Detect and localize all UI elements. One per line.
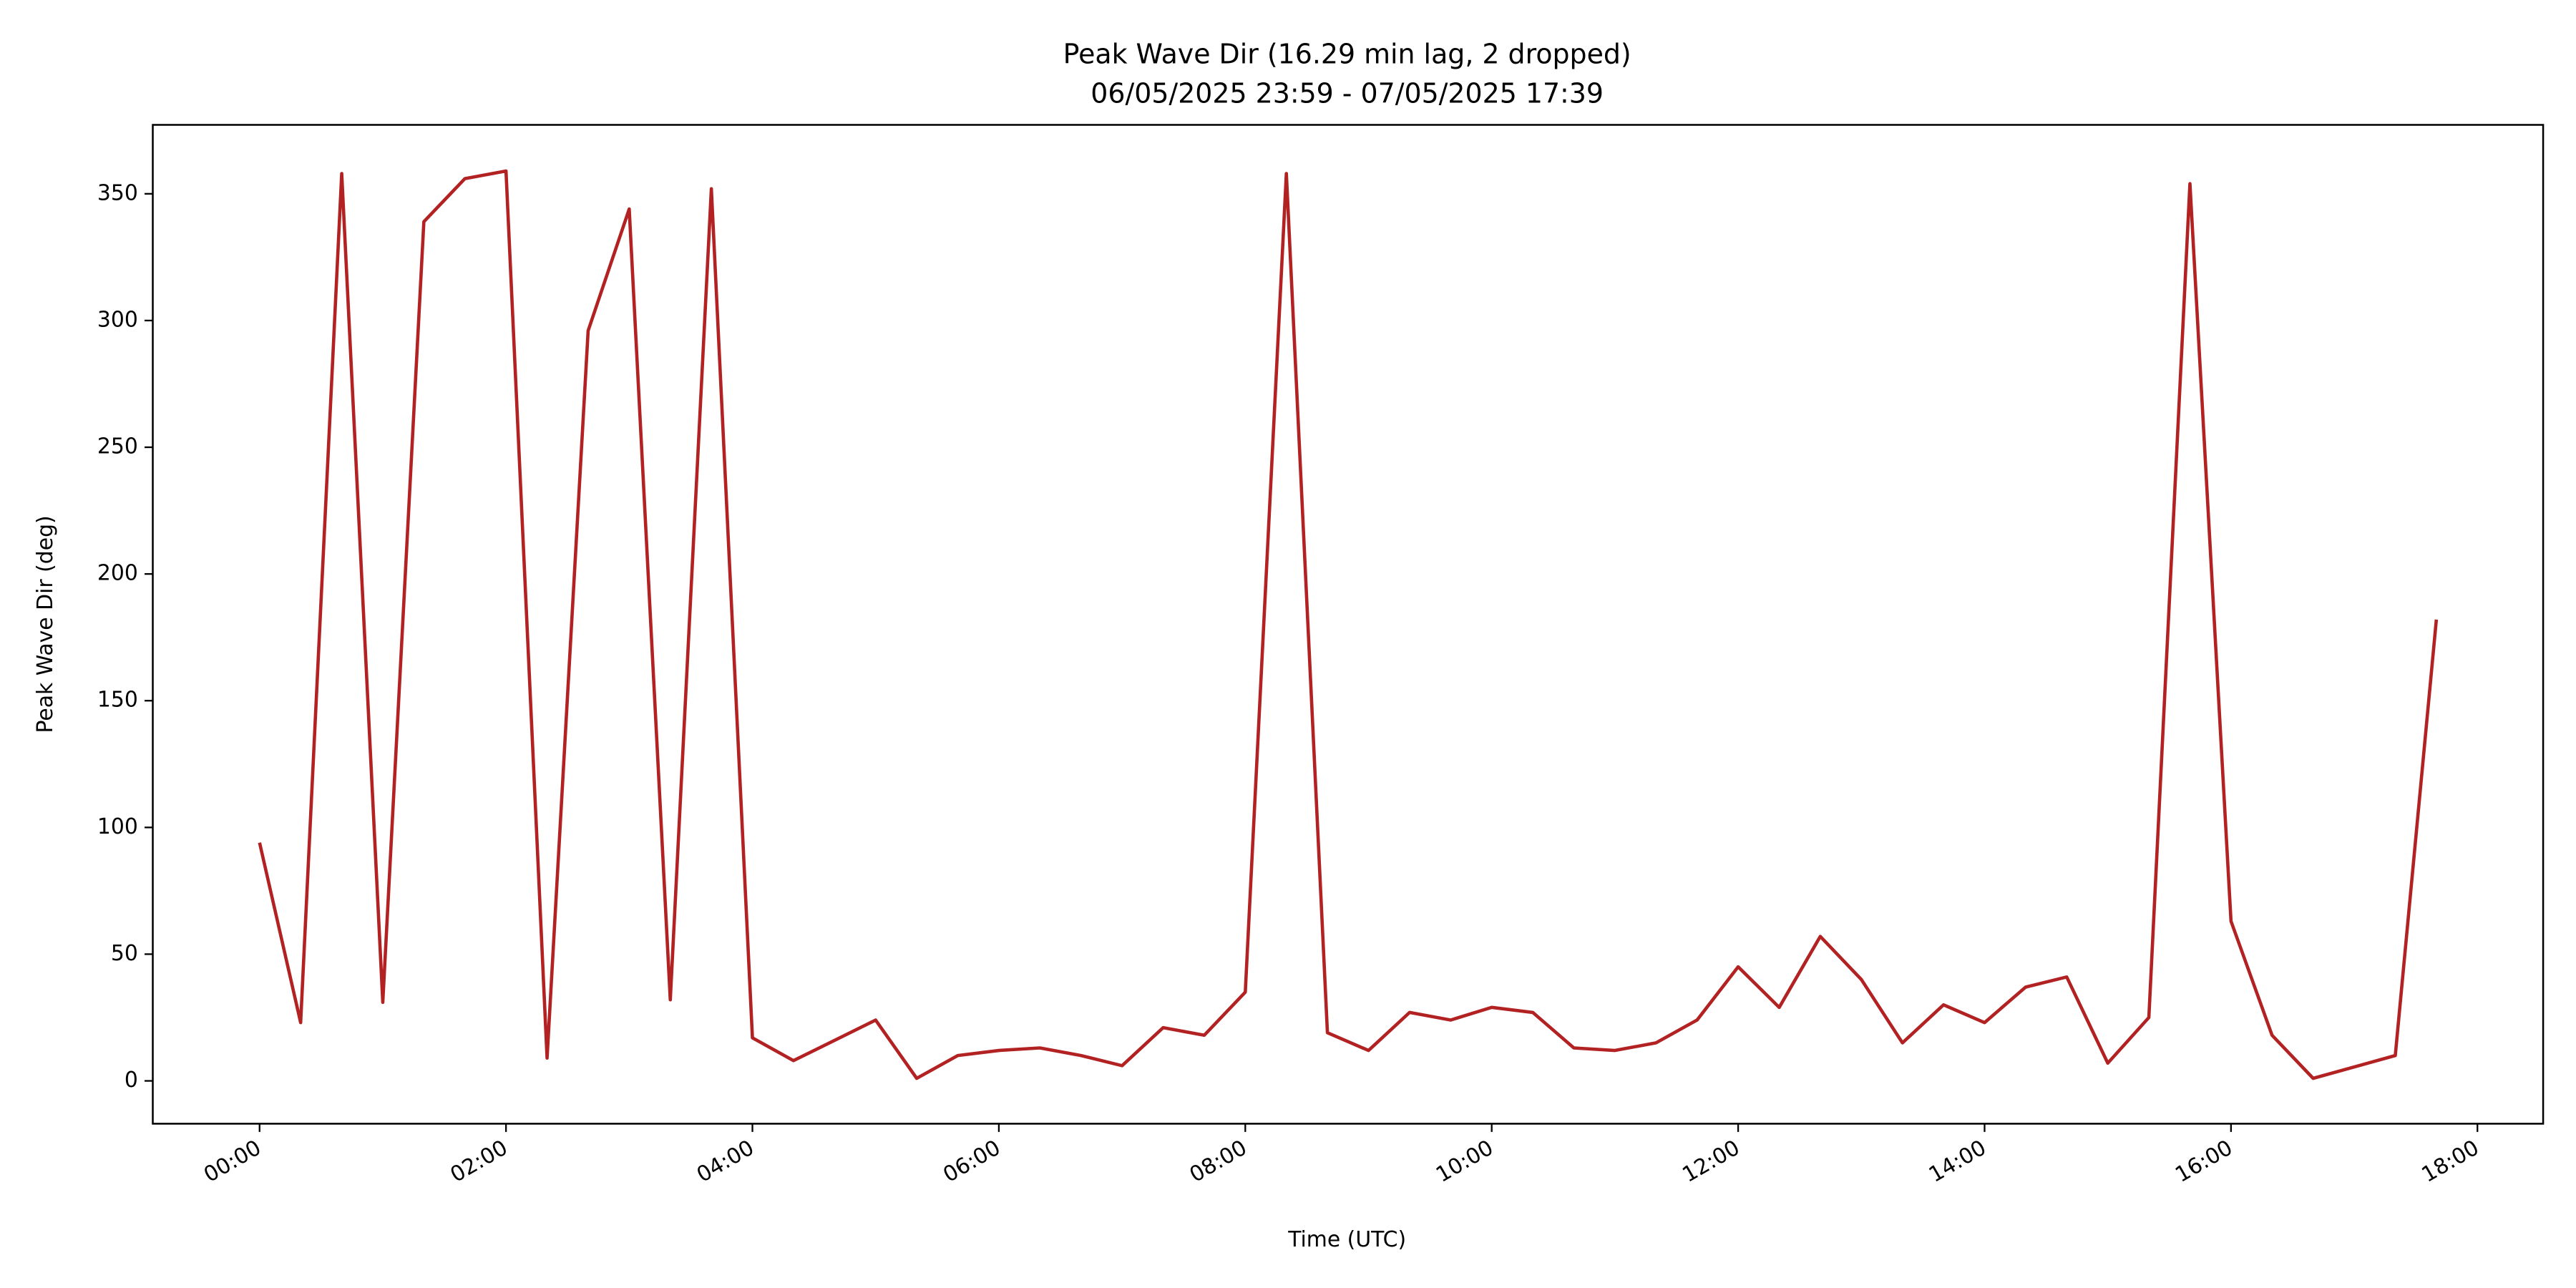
chart-subtitle: 06/05/2025 23:59 - 07/05/2025 17:39 [1091,78,1604,109]
y-tick-label: 350 [97,180,138,205]
y-axis-label: Peak Wave Dir (deg) [33,515,58,733]
plot-frame [152,124,2545,1125]
y-tick-label: 200 [97,561,138,586]
x-axis-label: Time (UTC) [1287,1227,1406,1252]
y-tick-label: 150 [97,688,138,713]
y-tick-label: 300 [97,307,138,332]
y-tick-label: 50 [111,941,138,966]
y-tick-label: 0 [125,1068,138,1093]
y-tick-label: 250 [97,434,138,459]
data-line [258,169,2439,1080]
chart-title: Peak Wave Dir (16.29 min lag, 2 dropped) [1063,39,1631,70]
y-tick-label: 100 [97,814,138,839]
